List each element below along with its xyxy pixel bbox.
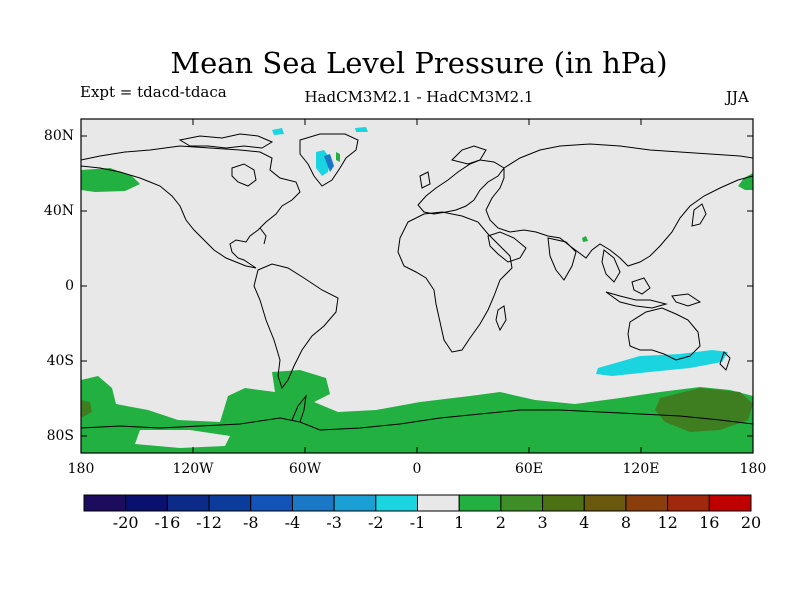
season-label: JJA — [726, 88, 749, 106]
coastline-south-america — [253, 263, 339, 390]
legend-swatch — [667, 494, 710, 512]
legend-label: -2 — [368, 513, 384, 532]
lon-label-60w: 60W — [288, 461, 322, 477]
anomaly-region-southern-ocean — [81, 370, 753, 453]
coastline-antarctica — [80, 409, 754, 431]
coastline-japan — [691, 203, 707, 227]
coastline-australia — [627, 307, 701, 361]
legend-swatch — [458, 494, 502, 512]
legend-swatch — [291, 494, 335, 512]
anomaly-region-southern-indian-cyan — [596, 350, 728, 376]
coastline-scandinavia — [451, 145, 487, 165]
models-label: HadCM3M2.1 - HadCM3M2.1 — [304, 88, 534, 106]
legend-label: -4 — [284, 513, 301, 532]
anomaly-region-antarctic-coast — [135, 430, 230, 448]
legend-label: -8 — [242, 513, 259, 532]
lat-label-40n: 40N — [43, 203, 74, 219]
legend-swatch — [375, 494, 418, 512]
lat-label-80n: 80N — [43, 128, 74, 144]
coastline-indonesia — [605, 291, 668, 309]
coastline-greenland — [299, 133, 359, 187]
anomaly-region-greenland-green — [336, 152, 340, 162]
lon-label-60e: 60E — [514, 461, 544, 477]
legend-label: -16 — [154, 513, 181, 532]
legend-label: 16 — [699, 513, 720, 532]
anomaly-region-arctic-cyan — [272, 128, 284, 135]
lon-label-120w: 120W — [172, 461, 214, 477]
coastlines — [80, 133, 754, 431]
legend-swatch — [166, 494, 210, 512]
legend-swatch — [417, 494, 460, 512]
lat-label-40s: 40S — [46, 353, 74, 369]
lon-label-180w: 180 — [67, 461, 95, 477]
legend-swatch — [583, 494, 627, 512]
anomaly-region-arctic-cyan-2 — [355, 127, 368, 132]
legend-swatch — [333, 494, 377, 512]
coastline-indochina — [601, 249, 621, 283]
legend-label: 4 — [579, 513, 590, 532]
coastline-arabia — [487, 231, 527, 263]
coastline-florida — [259, 227, 267, 245]
coastline-new-guinea — [671, 293, 702, 307]
legend-colorbar — [83, 494, 752, 512]
anomaly-region-pacific-dark-2 — [81, 400, 92, 418]
coastline-hudson — [231, 163, 257, 187]
lat-label-0: 0 — [65, 278, 74, 294]
legend-label: 2 — [495, 513, 506, 532]
legend-swatch — [625, 494, 669, 512]
legend-label: 12 — [657, 513, 678, 532]
coastline-new-zealand — [719, 351, 731, 371]
legend-label: -20 — [112, 513, 139, 532]
legend-swatch — [83, 494, 127, 512]
lat-label-80s: 80S — [46, 428, 74, 444]
lon-label-0: 0 — [412, 461, 422, 477]
lon-label-120e: 120E — [622, 461, 660, 477]
legend-swatch — [125, 494, 168, 512]
legend-label: -3 — [326, 513, 342, 532]
coastline-asia — [485, 143, 754, 267]
legend-label: 8 — [620, 513, 632, 532]
coastline-india — [547, 237, 577, 281]
coastline-britain — [419, 171, 431, 189]
legend-swatch — [708, 494, 752, 512]
coastline-arctic-islands — [178, 133, 274, 149]
experiment-label: Expt = tdacd-tdaca — [80, 83, 227, 101]
legend-label: 3 — [537, 513, 548, 532]
coastline-madagascar — [495, 305, 507, 332]
legend-swatch — [500, 494, 544, 512]
anomaly-region-greenland-blue — [324, 154, 334, 172]
legend-swatch — [250, 494, 293, 512]
legend-label: -1 — [409, 513, 426, 532]
map-title: Mean Sea Level Pressure (in hPa) — [170, 46, 668, 80]
anomaly-fill — [81, 127, 753, 453]
coastline-europe — [417, 159, 505, 215]
legend-label: -12 — [196, 513, 222, 532]
coastline-africa — [397, 211, 513, 353]
legend-swatch — [542, 494, 585, 512]
coastline-north-america — [80, 145, 301, 269]
lon-label-180e: 180 — [739, 461, 767, 477]
legend-label: 1 — [454, 513, 465, 532]
anomaly-region-tibet — [582, 236, 588, 242]
legend-swatch — [208, 494, 252, 512]
legend-label: 20 — [740, 513, 762, 532]
coastline-antarctic-peninsula — [291, 394, 307, 423]
axis-ticks — [81, 119, 753, 453]
coastline-borneo — [631, 277, 651, 295]
